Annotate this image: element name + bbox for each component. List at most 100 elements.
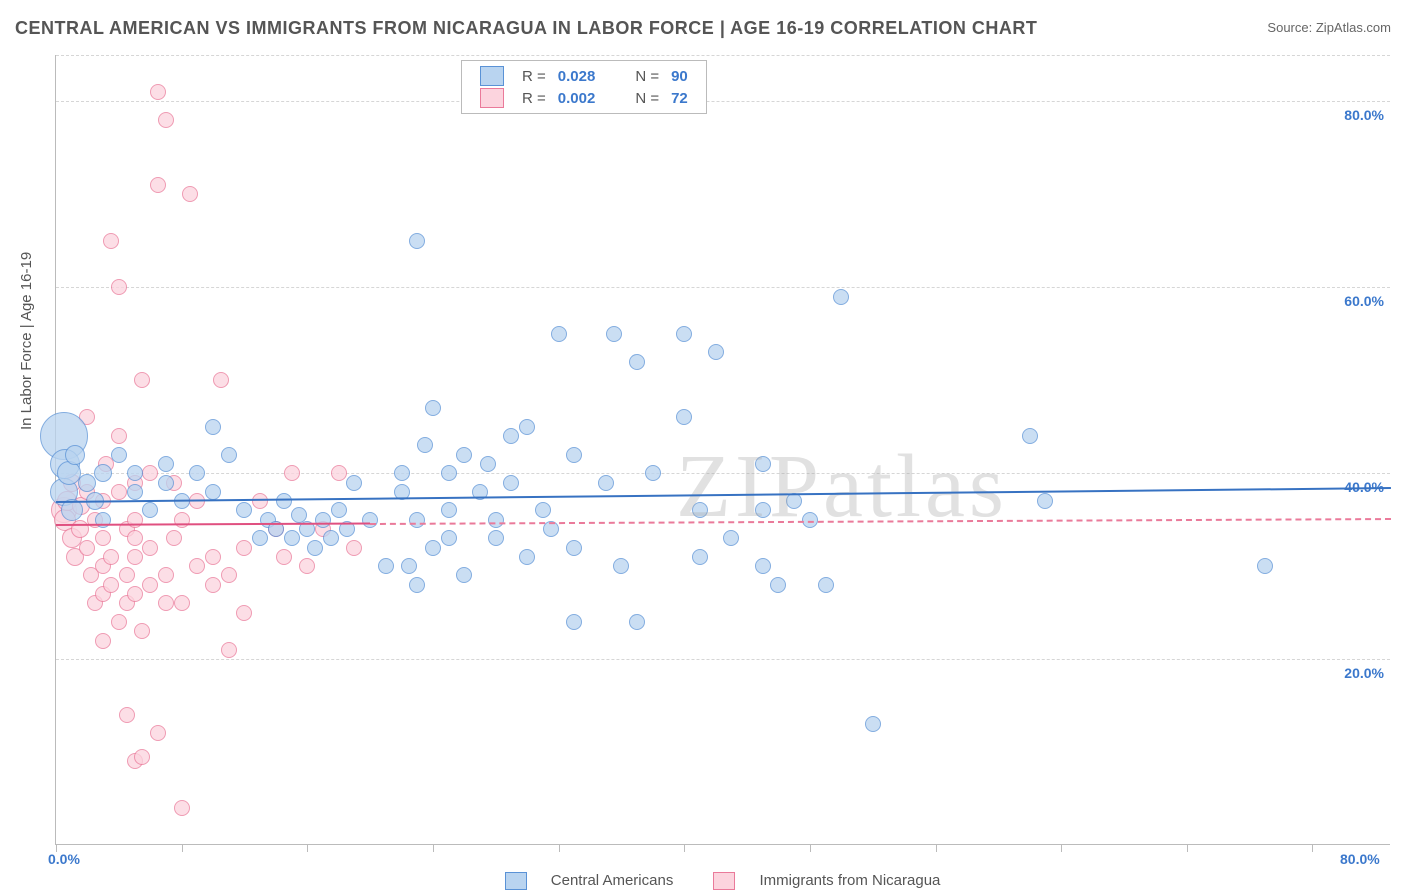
data-point-blue — [409, 577, 425, 593]
data-point-blue — [1257, 558, 1273, 574]
data-point-blue — [770, 577, 786, 593]
data-point-blue — [503, 428, 519, 444]
trendline-pink-dashed — [370, 518, 1391, 525]
data-point-pink — [182, 186, 198, 202]
data-point-blue — [127, 465, 143, 481]
data-point-blue — [417, 437, 433, 453]
data-point-blue — [394, 465, 410, 481]
gridline — [56, 473, 1390, 474]
data-point-blue — [362, 512, 378, 528]
data-point-blue — [284, 530, 300, 546]
data-point-blue — [1037, 493, 1053, 509]
data-point-pink — [127, 549, 143, 565]
data-point-pink — [236, 540, 252, 556]
legend-r-label: R = — [516, 87, 552, 109]
legend-swatch-pink — [480, 88, 504, 108]
gridline — [56, 55, 1390, 56]
source-label: Source: — [1267, 20, 1312, 35]
data-point-pink — [134, 372, 150, 388]
data-point-pink — [158, 595, 174, 611]
data-point-blue — [613, 558, 629, 574]
data-point-pink — [221, 567, 237, 583]
data-point-blue — [606, 326, 622, 342]
data-point-pink — [174, 595, 190, 611]
legend-label: Immigrants from Nicaragua — [760, 872, 941, 889]
data-point-blue — [566, 614, 582, 630]
data-point-blue — [833, 289, 849, 305]
data-point-pink — [142, 465, 158, 481]
x-tick — [1061, 844, 1062, 852]
x-tick — [307, 844, 308, 852]
data-point-blue — [723, 530, 739, 546]
data-point-blue — [802, 512, 818, 528]
data-point-pink — [134, 749, 150, 765]
data-point-blue — [456, 567, 472, 583]
plot-area: ZIPatlas R =0.028N =90R =0.002N =72 20.0… — [55, 55, 1390, 845]
data-point-blue — [629, 354, 645, 370]
data-point-blue — [488, 512, 504, 528]
data-point-blue — [158, 475, 174, 491]
data-point-pink — [284, 465, 300, 481]
data-point-blue — [598, 475, 614, 491]
data-point-blue — [676, 326, 692, 342]
data-point-pink — [142, 577, 158, 593]
data-point-blue — [566, 540, 582, 556]
data-point-blue — [205, 419, 221, 435]
legend-r-label: R = — [516, 65, 552, 87]
data-point-pink — [205, 549, 221, 565]
data-point-pink — [221, 642, 237, 658]
data-point-blue — [488, 530, 504, 546]
data-point-pink — [331, 465, 347, 481]
data-point-blue — [676, 409, 692, 425]
y-tick-label: 60.0% — [1344, 293, 1384, 309]
data-point-blue — [94, 464, 112, 482]
legend-r-value: 0.028 — [552, 65, 602, 87]
x-tick — [433, 844, 434, 852]
data-point-blue — [786, 493, 802, 509]
data-point-blue — [409, 512, 425, 528]
data-point-blue — [425, 400, 441, 416]
data-point-blue — [425, 540, 441, 556]
data-point-pink — [103, 233, 119, 249]
data-point-pink — [134, 623, 150, 639]
legend-label: Central Americans — [551, 872, 674, 889]
y-tick-label: 80.0% — [1344, 107, 1384, 123]
data-point-blue — [456, 447, 472, 463]
data-point-blue — [692, 549, 708, 565]
data-point-blue — [755, 456, 771, 472]
data-point-pink — [95, 530, 111, 546]
data-point-pink — [150, 725, 166, 741]
data-point-blue — [307, 540, 323, 556]
data-point-blue — [818, 577, 834, 593]
gridline — [56, 659, 1390, 660]
data-point-blue — [503, 475, 519, 491]
data-point-blue — [65, 445, 85, 465]
data-point-pink — [111, 614, 127, 630]
data-point-pink — [127, 530, 143, 546]
data-point-pink — [127, 586, 143, 602]
data-point-blue — [205, 484, 221, 500]
data-point-blue — [315, 512, 331, 528]
data-point-blue — [441, 530, 457, 546]
data-point-blue — [189, 465, 205, 481]
x-tick — [1312, 844, 1313, 852]
legend-swatch-pink — [713, 872, 735, 890]
data-point-blue — [1022, 428, 1038, 444]
data-point-pink — [276, 549, 292, 565]
legend-n-label: N = — [629, 65, 665, 87]
data-point-pink — [103, 577, 119, 593]
data-point-blue — [111, 447, 127, 463]
legend-swatch-blue — [480, 66, 504, 86]
correlation-legend: R =0.028N =90R =0.002N =72 — [461, 60, 707, 114]
source-name: ZipAtlas.com — [1316, 20, 1391, 35]
data-point-blue — [401, 558, 417, 574]
data-point-pink — [346, 540, 362, 556]
data-point-blue — [236, 502, 252, 518]
data-point-blue — [519, 419, 535, 435]
data-point-pink — [111, 484, 127, 500]
data-point-pink — [79, 540, 95, 556]
data-point-blue — [252, 530, 268, 546]
series-legend: Central Americans Immigrants from Nicara… — [55, 872, 1390, 890]
data-point-blue — [755, 502, 771, 518]
data-point-blue — [221, 447, 237, 463]
